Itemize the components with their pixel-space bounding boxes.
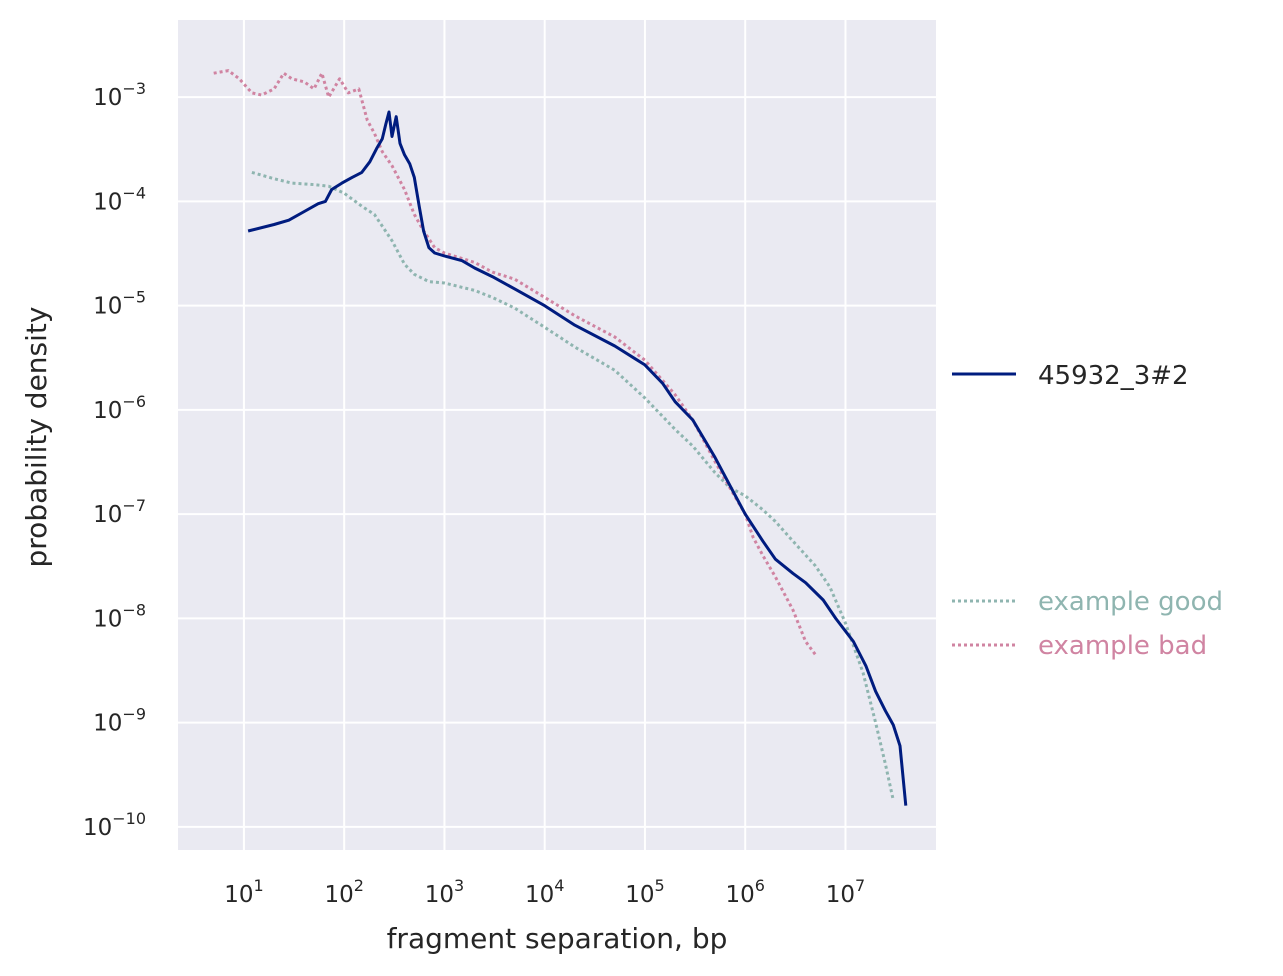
grid [178,20,936,850]
x-tick-labels: 101 102 103 104 105 106 107 [224,876,865,908]
y-tick-label: 10−3 [93,79,146,111]
x-tick-label: 103 [425,876,464,908]
y-tick-label: 10−10 [83,809,146,841]
legend-main: 45932_3#2 [952,361,1189,391]
y-tick-label: 10−6 [93,392,146,424]
x-tick-label: 105 [625,876,664,908]
y-tick-label: 10−4 [93,183,146,215]
series-line-45932-3-2 [247,110,908,806]
legend-label-good: example good [1038,587,1223,617]
series-line-example-good [251,170,895,801]
legend-label-main: 45932_3#2 [1038,361,1189,391]
x-tick-label: 106 [725,876,764,908]
y-tick-label: 10−5 [93,288,146,320]
series-layer [213,69,908,806]
y-axis-label: probability density [20,307,53,568]
plot-area [178,20,936,850]
x-tick-label: 102 [324,876,363,908]
y-tick-label: 10−9 [93,705,146,737]
y-tick-labels: 10−3 10−4 10−5 10−6 10−7 10−8 10−9 10−10 [83,79,146,841]
x-axis-label: fragment separation, bp [387,922,728,955]
y-tick-label: 10−7 [93,496,146,528]
legend-label-bad: example bad [1038,631,1207,661]
x-tick-label: 104 [525,876,564,908]
y-tick-label: 10−8 [93,600,146,632]
x-tick-label: 101 [224,876,263,908]
series-line-example-bad [213,69,817,656]
legend-reference: example good example bad [952,587,1223,661]
x-tick-label: 107 [826,876,865,908]
